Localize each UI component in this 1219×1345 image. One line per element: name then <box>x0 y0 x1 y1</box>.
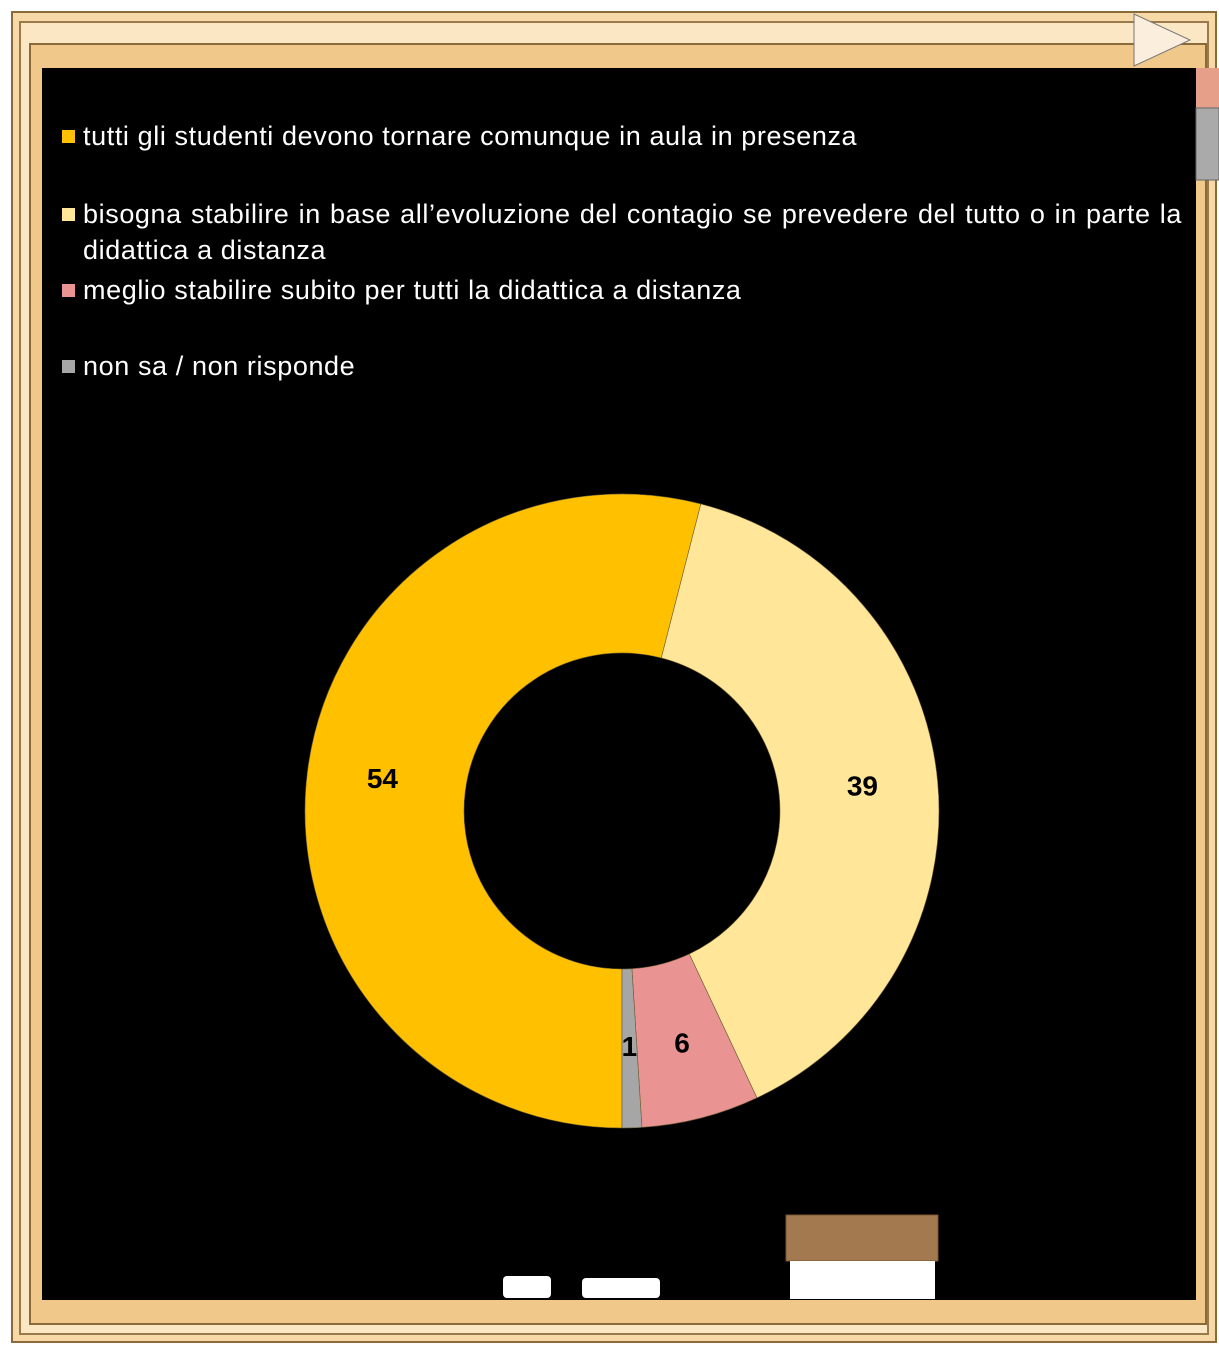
legend: tutti gli studenti devono tornare comunq… <box>62 118 1182 384</box>
legend-item: tutti gli studenti devono tornare comunq… <box>62 118 1182 154</box>
donut-slice <box>304 493 702 1129</box>
pencil-eraser <box>1196 68 1219 108</box>
data-label: 39 <box>847 771 878 802</box>
donut-slice <box>660 503 940 1099</box>
data-label: 54 <box>367 763 399 794</box>
eraser-felt <box>790 1261 935 1299</box>
legend-label: bisogna stabilire in base all’evoluzione… <box>83 199 1182 265</box>
legend-swatch <box>62 130 75 143</box>
legend-label: tutti gli studenti devono tornare comunq… <box>83 121 858 151</box>
chalk <box>582 1278 660 1298</box>
legend-swatch <box>62 208 75 221</box>
legend-label: non sa / non risponde <box>83 351 356 381</box>
data-label: 1 <box>622 1031 638 1062</box>
donut-slice <box>621 968 643 1129</box>
legend-item: meglio stabilire subito per tutti la did… <box>62 272 1182 308</box>
legend-item: bisogna stabilire in base all’evoluzione… <box>62 196 1182 268</box>
chalk <box>503 1276 551 1298</box>
legend-label: meglio stabilire subito per tutti la did… <box>83 275 742 305</box>
legend-swatch <box>62 360 75 373</box>
legend-item: non sa / non risponde <box>62 348 1182 384</box>
data-label: 6 <box>674 1027 690 1058</box>
pencil-tip <box>1133 13 1192 67</box>
pencil-ferrule <box>1195 107 1219 181</box>
legend-swatch <box>62 284 75 297</box>
eraser-top <box>785 1214 939 1262</box>
